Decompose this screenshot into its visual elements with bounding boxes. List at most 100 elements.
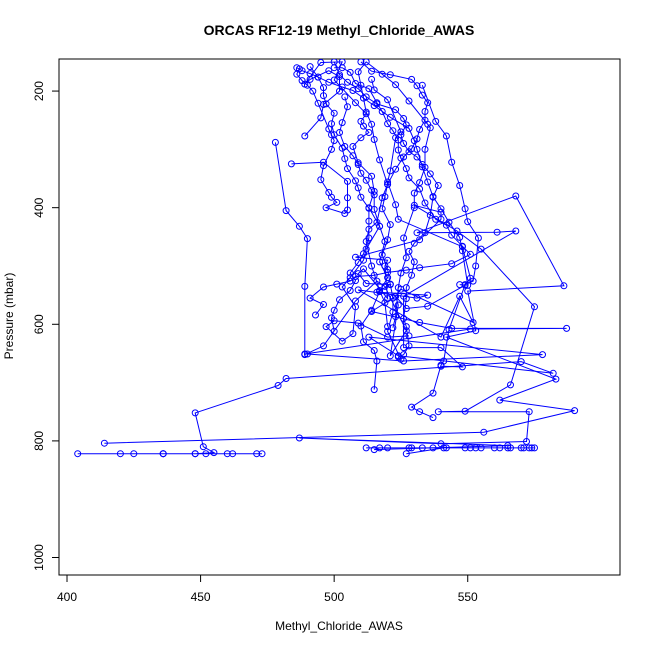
data-point	[416, 126, 424, 133]
data-point	[445, 326, 453, 333]
data-point	[130, 450, 138, 458]
data-series	[74, 201, 571, 458]
data-point	[338, 144, 346, 152]
data-point	[360, 338, 367, 346]
data-point	[354, 286, 362, 294]
data-point	[314, 99, 322, 107]
data-point	[410, 189, 418, 197]
series-line	[274, 79, 471, 357]
data-point	[405, 247, 413, 255]
data-point	[287, 160, 295, 168]
data-point	[328, 120, 335, 128]
data-point	[368, 75, 376, 83]
data-point	[421, 108, 429, 115]
data-point	[389, 294, 397, 302]
data-point	[368, 172, 376, 180]
data-point	[504, 442, 512, 450]
series-line	[410, 85, 479, 419]
data-point	[472, 262, 480, 270]
data-point	[320, 301, 327, 308]
data-point	[344, 103, 351, 111]
x-tick-label: 550	[458, 590, 478, 604]
data-point	[507, 381, 514, 389]
data-point	[464, 281, 472, 289]
data-point	[402, 121, 410, 129]
data-point	[378, 251, 386, 259]
data-point	[370, 86, 378, 94]
data-point	[531, 303, 538, 311]
data-point	[301, 282, 309, 290]
data-point	[434, 182, 442, 189]
data-point	[365, 234, 373, 242]
data-point	[74, 450, 82, 458]
data-point	[429, 389, 437, 397]
data-series	[357, 59, 432, 363]
data-point	[325, 189, 333, 196]
data-point	[322, 204, 330, 212]
data-point	[413, 229, 421, 237]
data-point	[549, 369, 557, 377]
data-point	[376, 222, 384, 230]
data-point	[365, 217, 373, 225]
data-point	[346, 269, 354, 277]
data-point	[442, 221, 450, 229]
data-point	[426, 124, 434, 132]
data-point	[384, 120, 392, 128]
data-point	[392, 201, 400, 209]
chart-title: ORCAS RF12-19 Methyl_Chloride_AWAS	[204, 22, 475, 38]
data-point	[413, 82, 421, 90]
data-point	[365, 204, 373, 212]
data-point	[317, 176, 325, 184]
x-tick-label: 400	[57, 590, 77, 604]
data-point	[306, 63, 314, 71]
data-point	[338, 119, 346, 127]
data-point	[338, 337, 346, 345]
data-point	[381, 193, 389, 201]
data-point	[386, 352, 394, 360]
data-point	[357, 134, 365, 142]
data-point	[458, 247, 466, 255]
data-point	[357, 193, 365, 201]
plot-frame	[58, 58, 621, 576]
data-point	[571, 407, 579, 415]
data-series	[354, 59, 434, 332]
data-point	[384, 96, 392, 104]
data-point	[381, 299, 389, 307]
data-point	[370, 271, 378, 279]
data-point	[384, 236, 392, 244]
data-point	[448, 231, 456, 239]
data-point	[416, 319, 424, 326]
data-point	[376, 444, 384, 452]
data-point	[346, 277, 354, 285]
data-point	[303, 235, 311, 243]
data-point	[405, 97, 413, 105]
data-point	[370, 347, 378, 354]
data-point	[384, 180, 392, 188]
data-point	[402, 295, 410, 303]
data-point	[360, 122, 367, 130]
data-point	[458, 242, 466, 250]
data-point	[448, 260, 456, 268]
data-point	[416, 408, 424, 416]
data-point	[525, 408, 533, 416]
data-point	[552, 375, 560, 383]
data-point	[397, 355, 405, 363]
data-point	[357, 322, 365, 330]
data-point	[426, 170, 434, 178]
x-tick-label: 450	[191, 590, 211, 604]
data-point	[306, 70, 314, 78]
data-point	[384, 327, 392, 335]
series-line	[338, 96, 389, 390]
data-point	[389, 324, 397, 332]
data-point	[512, 227, 520, 235]
data-point	[349, 143, 357, 150]
data-point	[378, 108, 386, 115]
data-point	[312, 311, 319, 319]
data-point	[330, 59, 338, 66]
data-point	[413, 145, 421, 153]
data-point	[298, 67, 306, 75]
data-point	[424, 291, 432, 299]
data-point	[314, 73, 322, 81]
data-point	[301, 132, 309, 140]
data-point	[456, 182, 464, 189]
